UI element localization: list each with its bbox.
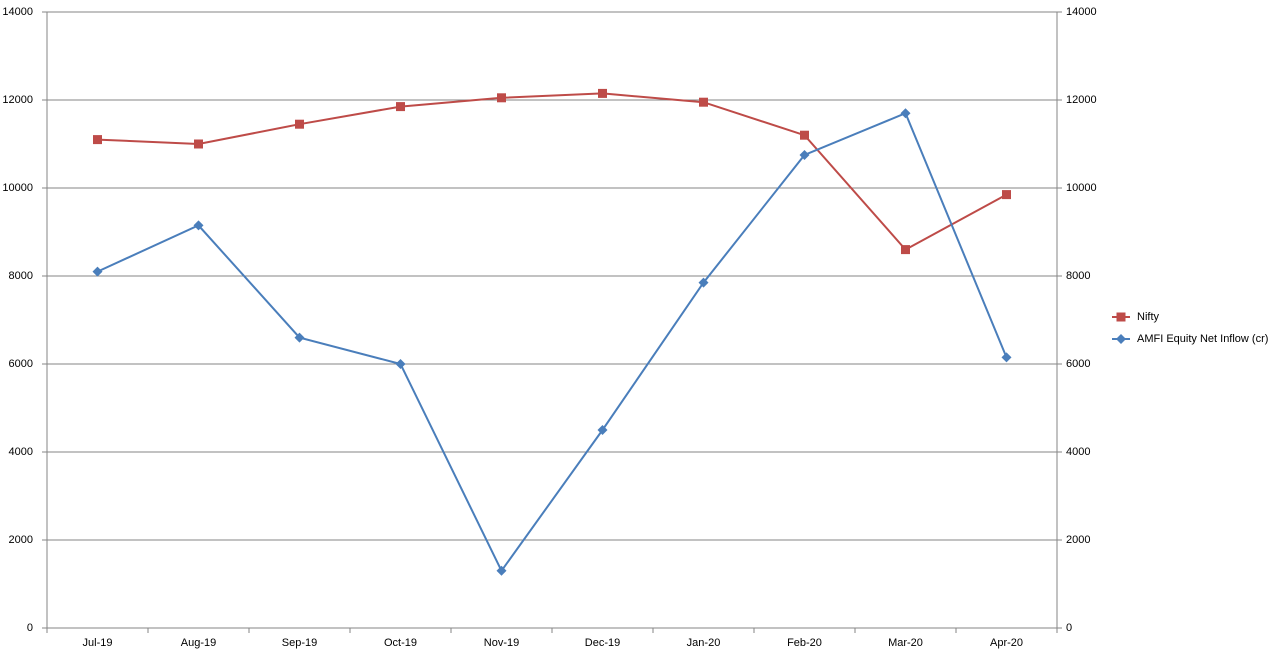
x-tick-label: Dec-19	[585, 637, 620, 649]
series-line	[97, 111, 1008, 573]
y-tick-label: 2000	[9, 534, 33, 546]
y-tick-label: 0	[27, 622, 33, 634]
x-tick-label: Feb-20	[787, 637, 822, 649]
point	[396, 102, 405, 112]
point	[699, 97, 708, 107]
point	[901, 245, 910, 255]
y-tick-label: 14000	[2, 6, 33, 18]
point	[900, 108, 911, 119]
y2-tick-label: 4000	[1066, 446, 1090, 458]
point	[1001, 352, 1012, 363]
y2-tick-label: 12000	[1066, 94, 1097, 106]
legend-marker	[1116, 312, 1126, 322]
point	[800, 130, 809, 140]
y2-tick-label: 6000	[1066, 358, 1090, 370]
point	[395, 359, 406, 369]
x-tick-label: Jan-20	[687, 637, 721, 649]
series-line	[97, 92, 1007, 251]
point	[1002, 190, 1011, 200]
x-tick-label: Oct-19	[384, 637, 417, 649]
x-tick-label: Mar-20	[888, 637, 923, 649]
y-tick-label: 8000	[9, 270, 33, 282]
y2-tick-label: 14000	[1066, 6, 1097, 18]
point	[497, 93, 506, 103]
point	[194, 139, 203, 149]
y-tick-label: 10000	[2, 182, 33, 194]
y2-tick-label: 8000	[1066, 270, 1090, 282]
x-tick-label: Aug-19	[181, 637, 216, 649]
y2-tick-label: 2000	[1066, 534, 1090, 546]
point	[698, 277, 709, 288]
y2-tick-label: 10000	[1066, 182, 1097, 194]
point	[295, 119, 304, 129]
point	[598, 88, 607, 98]
y-tick-label: 6000	[9, 358, 33, 370]
y-tick-label: 4000	[9, 446, 33, 458]
legend-marker	[1116, 334, 1126, 344]
x-tick-label: Sep-19	[282, 637, 317, 649]
y-tick-label: 12000	[2, 94, 33, 106]
x-tick-label: Apr-20	[990, 637, 1023, 649]
point	[193, 220, 204, 231]
x-tick-label: Jul-19	[83, 637, 113, 649]
point	[93, 135, 102, 145]
legend-label: AMFI Equity Net Inflow (cr)	[1137, 333, 1268, 345]
point	[92, 266, 103, 277]
point	[294, 332, 305, 343]
legend-label: Nifty	[1137, 311, 1160, 323]
y2-tick-label: 0	[1066, 622, 1072, 634]
point	[597, 425, 608, 435]
point	[799, 150, 810, 160]
x-tick-label: Nov-19	[484, 637, 519, 649]
point	[496, 565, 507, 576]
